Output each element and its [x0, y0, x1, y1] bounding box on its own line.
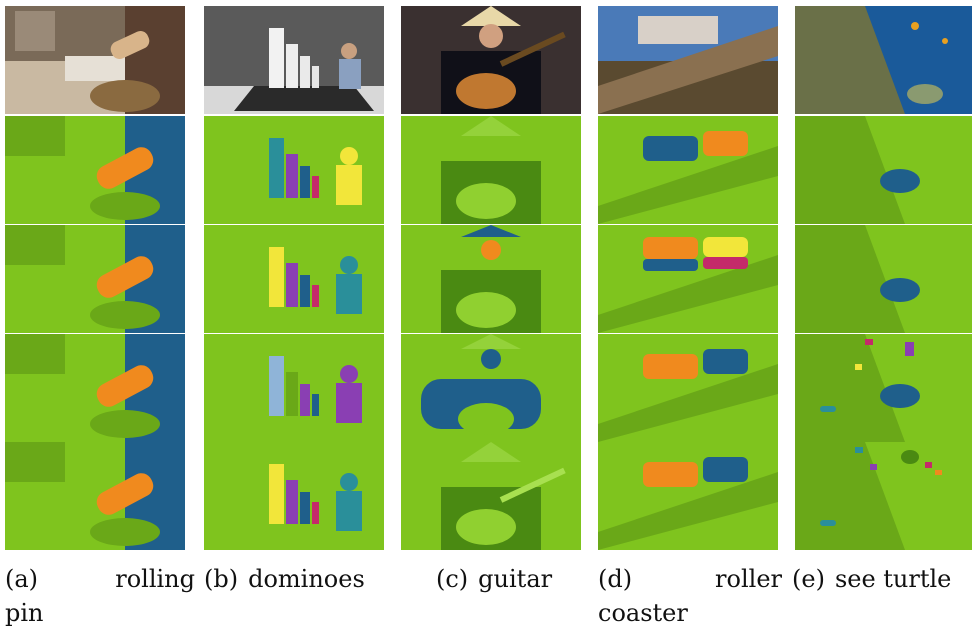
caption-d: (d) roller coaster	[598, 562, 782, 630]
segmentation-row-3	[204, 334, 384, 442]
original-frame	[5, 6, 185, 114]
caption-a: (a) rolling pin	[5, 562, 195, 630]
caption-text: rolling	[115, 565, 195, 593]
segmentation-row-4	[204, 442, 384, 550]
segmentation-row-1	[598, 116, 778, 224]
original-frame	[598, 6, 778, 114]
segmentation-row-1	[5, 116, 185, 224]
caption-text-line2: coaster	[598, 599, 688, 627]
segmentation-row-2	[795, 225, 972, 333]
segmentation-row-1	[795, 116, 972, 224]
caption-label: (c)	[436, 565, 469, 593]
segmentation-row-2	[204, 225, 384, 333]
segmentation-row-2	[5, 225, 185, 333]
segmentation-row-3	[598, 334, 778, 442]
original-frame	[795, 6, 972, 114]
caption-label: (d)	[598, 565, 633, 593]
segmentation-row-1	[401, 116, 581, 224]
segmentation-row-4	[598, 442, 778, 550]
segmentation-row-2	[598, 225, 778, 333]
caption-b: (b) dominoes	[204, 562, 394, 596]
original-frame	[204, 6, 384, 114]
segmentation-row-4	[795, 442, 972, 550]
segmentation-row-1	[204, 116, 384, 224]
caption-text: see turtle	[834, 565, 952, 593]
segmentation-row-4	[5, 442, 185, 550]
segmentation-row-2	[401, 225, 581, 333]
caption-c: (c) guitar	[436, 562, 596, 596]
caption-label: (e)	[792, 565, 825, 593]
segmentation-row-3	[5, 334, 185, 442]
segmentation-row-3	[401, 334, 581, 442]
segmentation-row-4	[401, 442, 581, 550]
caption-text-line2: pin	[5, 599, 44, 627]
caption-e: (e) see turtle	[792, 562, 972, 596]
segmentation-row-3	[795, 334, 972, 442]
caption-label: (b)	[204, 565, 239, 593]
original-frame	[401, 6, 581, 114]
caption-label: (a)	[5, 565, 39, 593]
caption-text: guitar	[478, 565, 553, 593]
caption-text: roller	[715, 565, 782, 593]
caption-text: dominoes	[248, 565, 365, 593]
